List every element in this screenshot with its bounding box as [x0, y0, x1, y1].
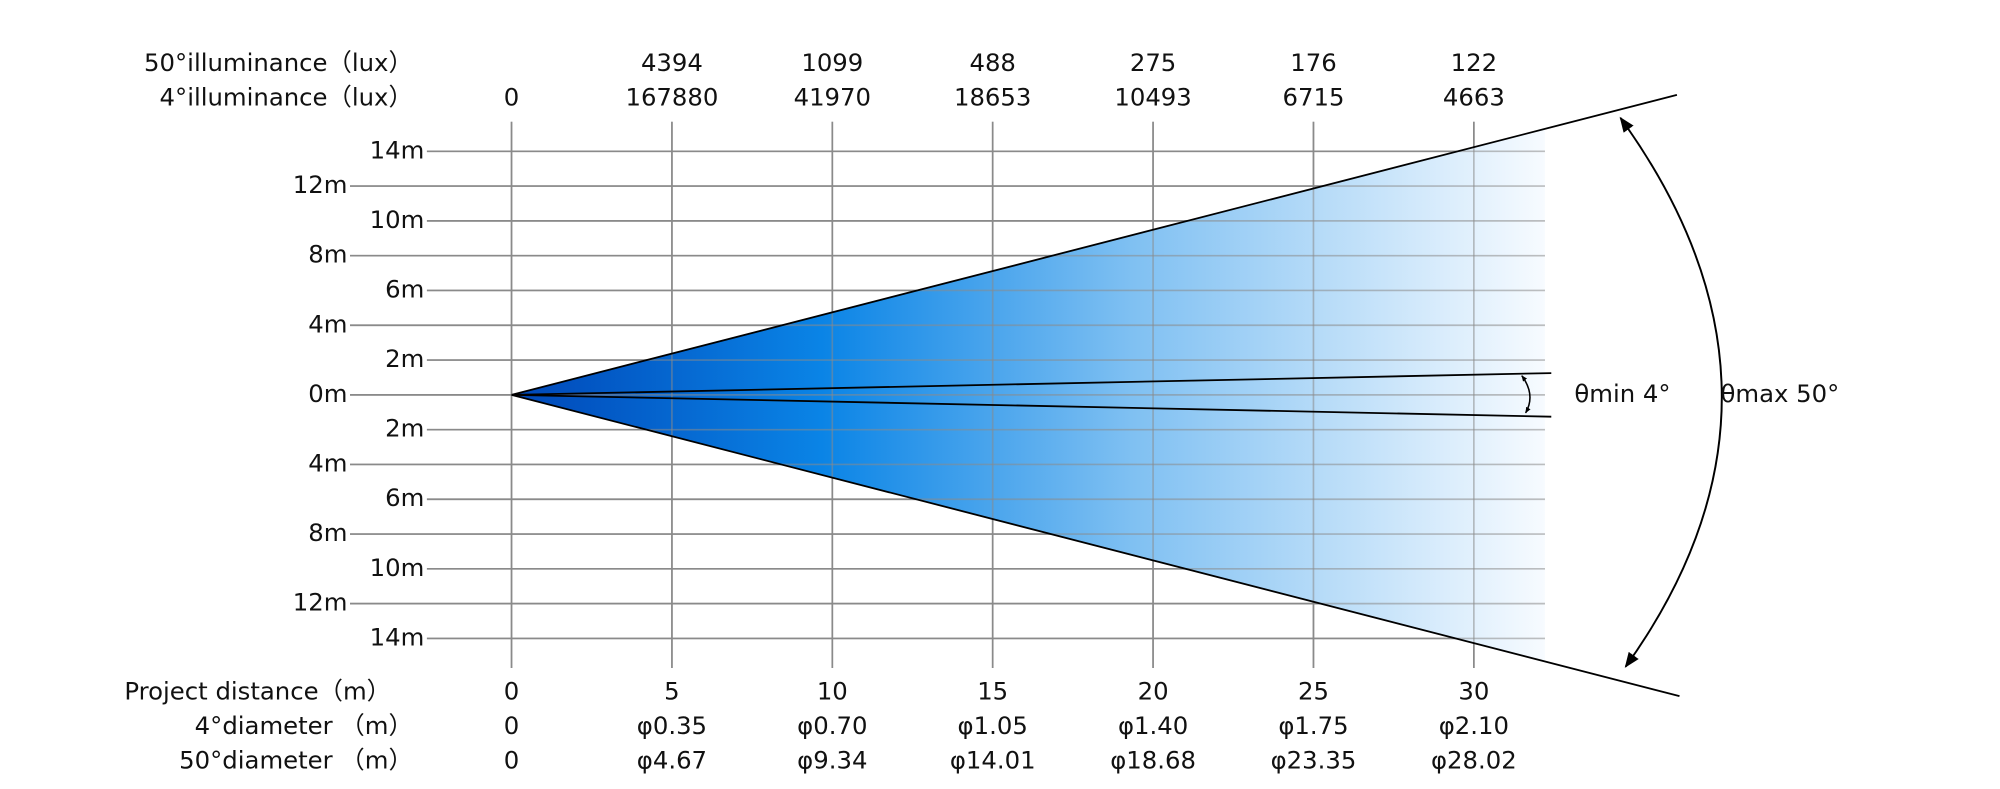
beam-edge: [511, 94, 1678, 396]
row-value: 10: [817, 676, 848, 705]
row-value: φ14.01: [950, 746, 1036, 775]
beam-edge: [511, 394, 1680, 698]
row-value: 167880: [625, 83, 718, 112]
row-value: 1099: [801, 48, 863, 77]
row-value: 6715: [1282, 83, 1344, 112]
row-value: 41970: [794, 83, 871, 112]
row-value: 0: [504, 711, 519, 740]
row-value: 488: [969, 48, 1015, 77]
height-label: 8m: [308, 518, 347, 547]
row-value: φ23.35: [1271, 746, 1357, 775]
narrow-beam-edge: [511, 372, 1552, 396]
row-label: 4°diameter （m）: [195, 711, 413, 740]
height-label: 2m: [385, 414, 424, 443]
row-value: φ1.05: [958, 711, 1028, 740]
row-value: 10493: [1114, 83, 1191, 112]
row-label: 50°illuminance（lux）: [144, 48, 413, 77]
row-value: φ0.70: [797, 711, 867, 740]
row-value: φ1.75: [1278, 711, 1348, 740]
row-value: φ0.35: [637, 711, 707, 740]
height-label: 12m: [293, 170, 348, 199]
height-label: 4m: [308, 448, 347, 477]
narrow-beam-edge: [511, 393, 1552, 418]
row-value: φ1.40: [1118, 711, 1188, 740]
row-label: 4°illuminance（lux）: [160, 83, 413, 112]
height-label: 0m: [308, 379, 347, 408]
row-value: φ9.34: [797, 746, 867, 775]
row-value: 15: [977, 676, 1008, 705]
row-value: 4394: [641, 48, 703, 77]
row-value: 5: [664, 676, 680, 705]
height-label: 12m: [293, 588, 348, 617]
row-value: 0: [504, 676, 519, 705]
height-label: 2m: [385, 344, 424, 373]
row-value: 4663: [1443, 83, 1505, 112]
height-label: 4m: [308, 309, 347, 338]
row-value: 275: [1130, 48, 1176, 77]
row-value: 176: [1290, 48, 1336, 77]
row-value: 0: [504, 746, 519, 775]
height-label: 14m: [370, 135, 425, 164]
max-angle-label: θmax 50°: [1721, 379, 1840, 408]
min-angle-label: θmin 4°: [1574, 379, 1670, 408]
row-label: 50°diameter （m）: [179, 746, 413, 775]
row-value: 122: [1451, 48, 1497, 77]
max-angle-arc: [1619, 116, 1723, 668]
height-label: 10m: [370, 553, 425, 582]
min-angle-arc: [1521, 375, 1531, 414]
height-label: 14m: [370, 622, 425, 651]
row-label: Project distance（m）: [124, 676, 391, 705]
row-value: 25: [1298, 676, 1329, 705]
labels: 14m 10m 6m 2m 2m 6m 10m 14m 12m 8m 4m 0m 4m 8m 12m 50°i…: [124, 48, 1516, 774]
height-label: 10m: [370, 205, 425, 234]
height-label: 6m: [385, 274, 424, 303]
height-label: 6m: [385, 483, 424, 512]
row-value: 30: [1458, 676, 1489, 705]
row-value: φ28.02: [1431, 746, 1517, 775]
row-value: φ2.10: [1439, 711, 1509, 740]
row-value: φ18.68: [1110, 746, 1196, 775]
row-value: 0: [504, 83, 519, 112]
row-value: φ4.67: [637, 746, 707, 775]
row-value: 18653: [954, 83, 1031, 112]
height-label: 8m: [308, 240, 347, 269]
row-value: 20: [1138, 676, 1169, 705]
